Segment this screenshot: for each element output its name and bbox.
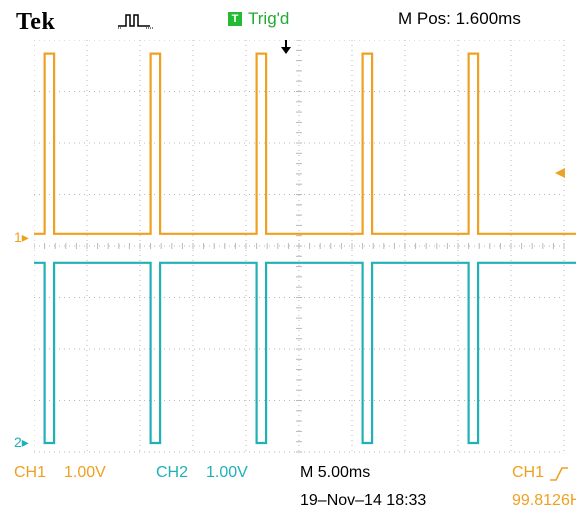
- ch2-scale: 1.00V: [206, 464, 248, 481]
- ch1-scale: 1.00V: [64, 464, 106, 481]
- timebase: M 5.00ms: [300, 464, 371, 481]
- trigger-source: CH1: [512, 464, 545, 481]
- trigger-frequency: 99.8126Hz: [512, 492, 576, 509]
- ch1-ground-marker[interactable]: 1▸: [14, 229, 29, 245]
- horizontal-position: M Pos: 1.600ms: [398, 9, 521, 28]
- trigger-status-badge: T: [228, 12, 242, 26]
- ch2-label[interactable]: CH2: [156, 464, 189, 481]
- graticule: [34, 40, 565, 453]
- rising-edge-icon: [550, 467, 568, 481]
- readout-bar: CH1 1.00V CH2 1.00V M 5.00ms 19–Nov–14 1…: [0, 460, 576, 520]
- status-bar: Tek T Trig'd M Pos: 1.600ms: [0, 0, 576, 36]
- trigger-position-marker-icon: [281, 40, 291, 54]
- ch2-waveform: [34, 261, 576, 445]
- trigger-status: Trig'd: [248, 9, 290, 28]
- ch1-waveform: [34, 52, 576, 235]
- ch2-ground-marker[interactable]: 2▸: [14, 434, 29, 450]
- waveform-display[interactable]: [34, 40, 576, 460]
- acquisition-pulse-icon: [118, 14, 154, 29]
- date-time: 19–Nov–14 18:33: [300, 492, 427, 509]
- trigger-level-marker-icon[interactable]: [553, 166, 567, 180]
- ch1-label[interactable]: CH1: [14, 464, 47, 481]
- brand-logo: Tek: [16, 9, 56, 35]
